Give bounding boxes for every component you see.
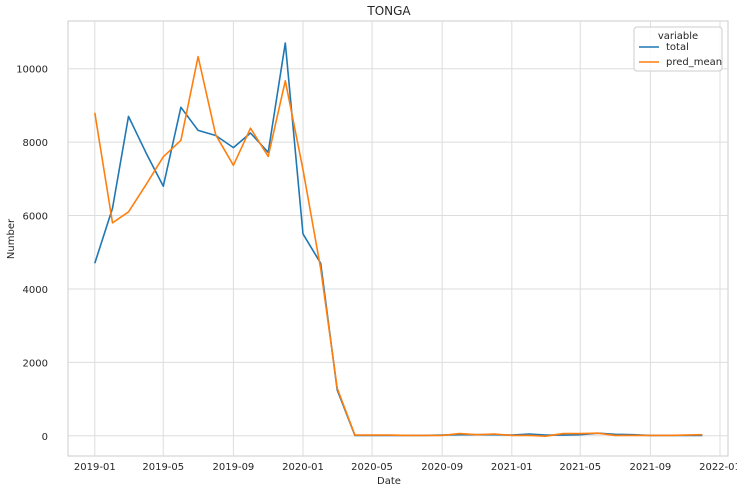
x-tick-label: 2019-01 <box>74 462 116 473</box>
legend-label-pred-mean: pred_mean <box>666 57 722 68</box>
series-line-pred-mean <box>94 55 703 438</box>
x-tick-label: 2020-09 <box>421 462 463 473</box>
legend: variable total pred_mean <box>633 26 723 72</box>
y-tick-label: 6000 <box>23 212 48 223</box>
legend-box <box>633 26 723 72</box>
x-tick-label: 2021-01 <box>491 462 533 473</box>
x-tick-label: 2019-09 <box>213 462 255 473</box>
y-tick-label: 10000 <box>16 65 48 76</box>
y-tick-label: 8000 <box>23 138 48 149</box>
legend-label-total: total <box>666 42 689 53</box>
gridlines <box>68 21 728 456</box>
x-tick-label: 2021-05 <box>559 462 601 473</box>
y-tick-label: 4000 <box>23 285 48 296</box>
legend-title: variable <box>658 31 698 42</box>
y-tick-label: 2000 <box>23 358 48 369</box>
chart-title: TONGA <box>366 4 411 18</box>
y-axis-label: Number <box>6 218 17 259</box>
x-axis-label: Date <box>377 476 401 487</box>
y-tick-label: 0 <box>42 432 48 443</box>
x-tick-label: 2021-09 <box>630 462 672 473</box>
plot-background <box>67 20 729 457</box>
series-lines <box>94 42 703 438</box>
y-axis-ticks: 0 2000 4000 6000 8000 10000 <box>16 65 48 443</box>
x-tick-label: 2022-01 <box>699 462 737 473</box>
x-tick-label: 2020-01 <box>282 462 324 473</box>
x-axis-ticks: 2019-01 2019-05 2019-09 2020-01 2020-05 2020-… <box>74 462 737 473</box>
x-tick-label: 2019-05 <box>142 462 184 473</box>
x-tick-label: 2020-05 <box>351 462 393 473</box>
